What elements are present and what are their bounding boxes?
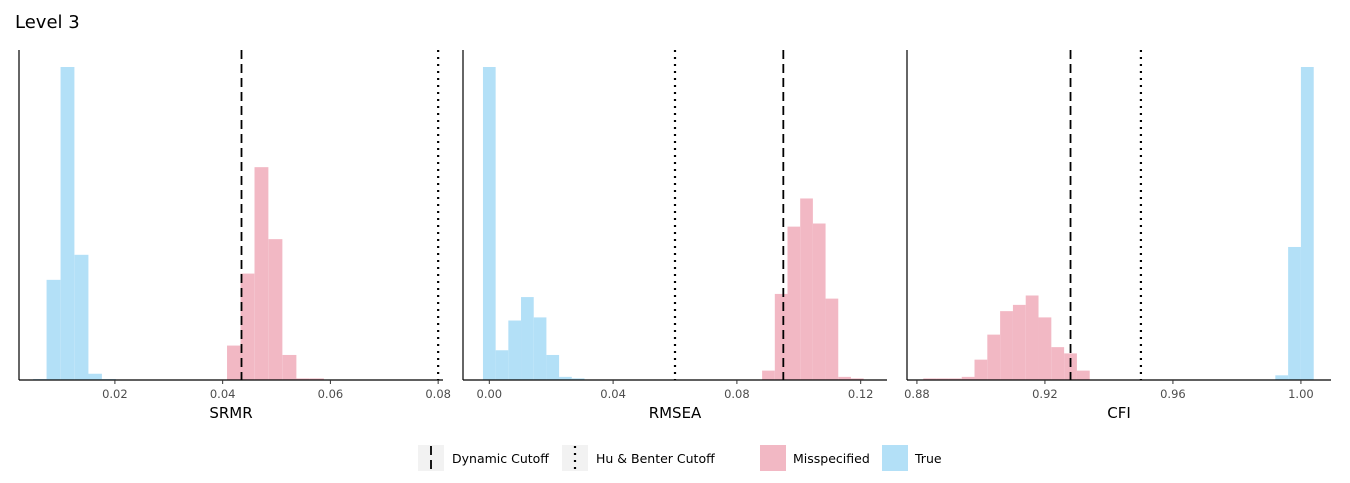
- histogram-bar: [227, 345, 241, 380]
- histogram-bar: [254, 167, 269, 380]
- histogram-bar: [559, 376, 572, 380]
- histogram-bar: [1000, 311, 1013, 380]
- histogram-bar: [1275, 375, 1289, 380]
- histogram-bar: [974, 359, 988, 380]
- histogram-bar: [1051, 347, 1065, 380]
- histogram-bar: [961, 376, 975, 380]
- x-tick-label: 0.96: [1160, 387, 1186, 401]
- panel-srmr: 0.02 0.04 0.06 0.08 SRMR: [18, 50, 451, 422]
- legend-label: True: [914, 451, 942, 466]
- legend-swatch: [882, 445, 908, 471]
- series-misspecified: [762, 198, 864, 380]
- panel-rmsea: 0.00 0.04 0.08 0.12 RMSEA: [462, 50, 887, 422]
- x-tick-label: 0.00: [477, 387, 503, 401]
- series-misspecified: [923, 295, 1090, 380]
- histogram-bar: [774, 293, 788, 380]
- x-tick-label: 0.92: [1032, 387, 1058, 401]
- histogram-bar: [812, 223, 826, 380]
- series-misspecified: [227, 167, 324, 380]
- histogram-bar: [46, 279, 61, 380]
- histogram-bar: [310, 378, 324, 380]
- x-tick-label: 0.12: [848, 387, 874, 401]
- histogram-bar: [1300, 67, 1314, 380]
- legend-label: Hu & Benter Cutoff: [596, 451, 715, 466]
- histogram-bar: [240, 273, 255, 380]
- x-tick-label: 0.08: [425, 387, 451, 401]
- histogram-bar: [482, 67, 496, 380]
- x-tick-label: 0.04: [210, 387, 236, 401]
- x-tick-label: 0.08: [724, 387, 750, 401]
- histogram-bar: [508, 320, 522, 380]
- histogram-bar: [296, 378, 310, 380]
- histogram-bar: [923, 378, 937, 380]
- legend-label: Dynamic Cutoff: [452, 451, 549, 466]
- histogram-bar: [1288, 246, 1301, 380]
- histogram-bar: [60, 67, 75, 380]
- series-true: [482, 67, 585, 380]
- histogram-bar: [1025, 295, 1039, 380]
- series-true: [33, 67, 116, 380]
- histogram-bar: [495, 350, 509, 380]
- histogram-bar: [571, 378, 585, 380]
- histogram-bar: [88, 373, 102, 380]
- x-tick-label: 0.04: [600, 387, 626, 401]
- legend-item-true: True: [882, 445, 942, 471]
- histogram-bar: [987, 334, 1001, 380]
- histogram-bar: [1076, 370, 1090, 380]
- legend-item-dynamic-cutoff: Dynamic Cutoff: [418, 445, 549, 471]
- histogram-bar: [521, 297, 534, 380]
- legend-label: Misspecified: [793, 451, 870, 466]
- x-axis-title: SRMR: [209, 404, 252, 422]
- histogram-bar: [838, 376, 851, 380]
- histogram-bar: [850, 378, 864, 380]
- histogram-bar: [1038, 317, 1052, 380]
- x-tick-label: 0.06: [318, 387, 344, 401]
- histogram-bar: [74, 254, 89, 380]
- histogram-bar: [533, 317, 547, 380]
- series-true: [1275, 67, 1314, 380]
- histogram-bar: [936, 378, 949, 380]
- histogram-bar: [800, 198, 813, 380]
- histogram-bar: [546, 354, 560, 380]
- legend-item-misspecified: Misspecified: [760, 445, 870, 471]
- histogram-bar: [282, 354, 297, 380]
- legend: Dynamic Cutoff Hu & Benter Cutoff Misspeci…: [418, 445, 942, 471]
- x-tick-label: 0.02: [102, 387, 128, 401]
- x-axis-title: CFI: [1107, 404, 1131, 422]
- facet-panels: 0.02 0.04 0.06 0.08 SRMR 0.00 0.04 0.08 0.12 RMSE…: [18, 50, 1331, 422]
- histogram-bar: [787, 226, 801, 380]
- x-axis-title: RMSEA: [649, 404, 702, 422]
- histogram-bar: [825, 298, 839, 380]
- histogram-bar: [1012, 304, 1026, 380]
- x-tick-label: 1.00: [1288, 387, 1314, 401]
- panel-cfi: 0.88 0.92 0.96 1.00 CFI: [904, 50, 1331, 422]
- legend-swatch: [760, 445, 786, 471]
- histogram-bar: [268, 239, 283, 380]
- legend-key: [562, 445, 588, 471]
- chart-title: Level 3: [15, 12, 80, 33]
- histogram-bar: [762, 370, 775, 380]
- histogram-bar: [948, 378, 962, 380]
- x-tick-label: 0.88: [904, 387, 930, 401]
- legend-item-hu-benter-cutoff: Hu & Benter Cutoff: [562, 445, 715, 471]
